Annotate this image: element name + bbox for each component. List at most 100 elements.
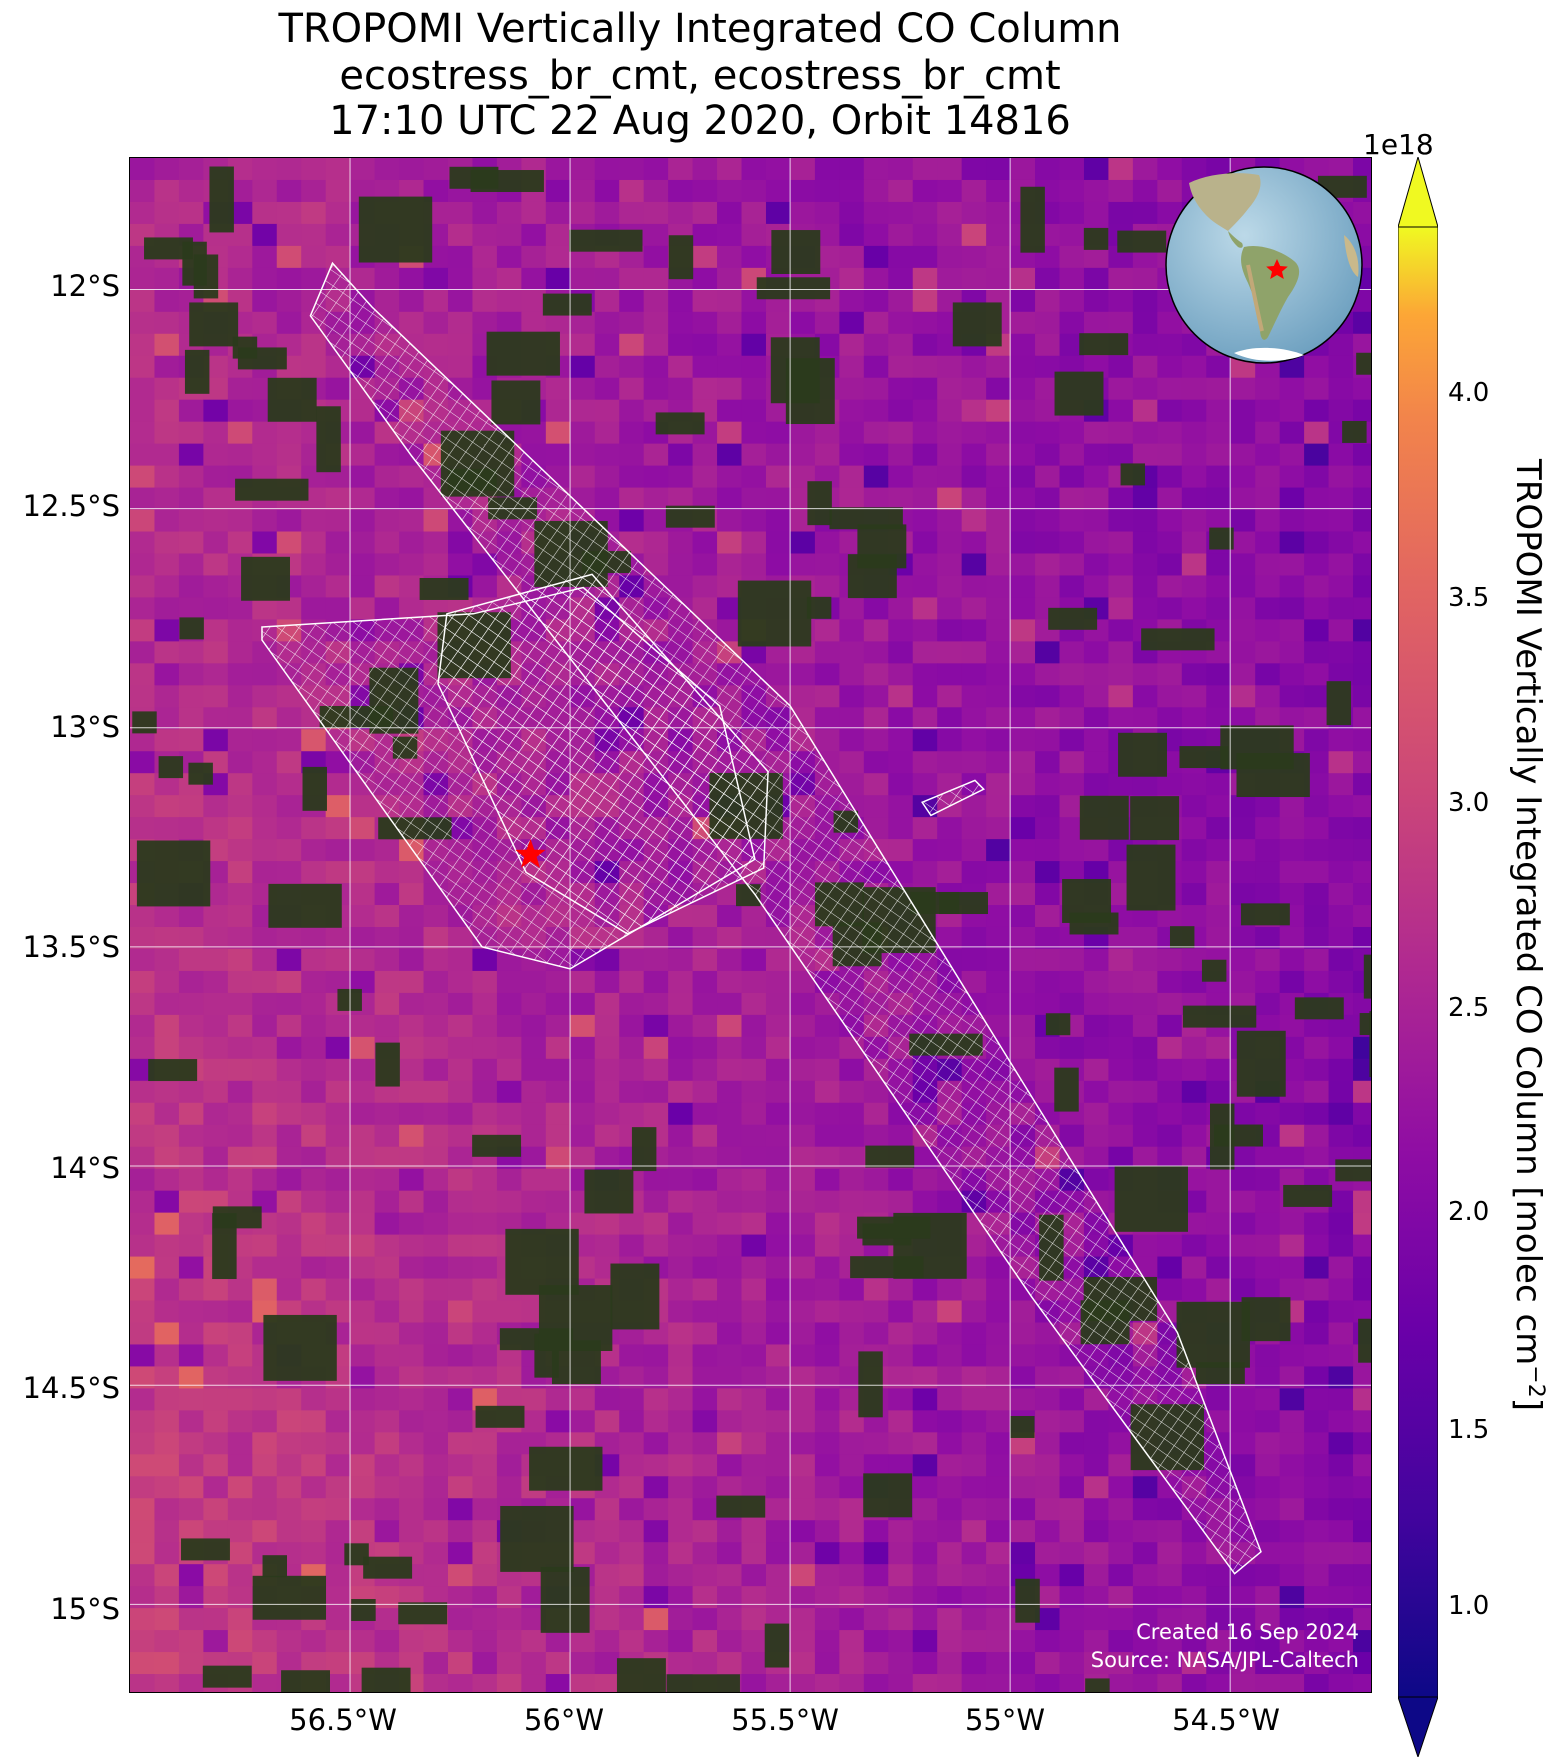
co-pixel [1010,597,1036,620]
co-pixel [1328,553,1354,577]
co-pixel [276,926,302,950]
land-patch [1294,997,1344,1020]
co-pixel [1181,663,1207,686]
co-pixel [1132,355,1158,379]
co-pixel [350,1234,376,1258]
co-pixel [1353,1674,1371,1692]
co-pixel [545,992,571,1016]
co-pixel [814,1520,840,1543]
co-pixel [961,1564,987,1587]
land-patch [263,1314,337,1381]
co-pixel [1035,1366,1061,1389]
co-pixel [227,1542,253,1565]
co-pixel [276,1014,302,1038]
co-pixel [692,158,718,181]
co-pixel [374,948,400,972]
co-pixel [130,773,156,796]
co-pixel [252,795,278,818]
co-pixel [1010,377,1036,401]
co-pixel [668,1300,694,1324]
co-pixel [937,1454,963,1477]
land-patch [1045,1013,1071,1036]
co-pixel [1059,267,1085,291]
co-pixel [350,1388,376,1411]
co-pixel [814,1674,840,1692]
co-pixel [130,1454,156,1477]
co-pixel [814,443,840,467]
co-pixel [447,1234,474,1258]
co-pixel [130,1080,156,1104]
co-pixel [447,1410,474,1433]
co-pixel [447,926,474,950]
co-pixel [1353,377,1371,401]
co-pixel [1304,1586,1330,1609]
co-pixel [1255,707,1281,730]
co-pixel [1059,751,1085,774]
co-pixel [325,245,351,269]
co-pixel [423,905,449,928]
co-pixel [1059,1564,1085,1587]
co-pixel [765,948,792,972]
co-pixel [227,201,253,225]
co-pixel [961,1454,987,1477]
co-pixel [1230,1608,1256,1631]
land-patch [1141,628,1215,651]
co-pixel [130,289,156,313]
co-pixel [717,1542,743,1565]
co-pixel [496,311,522,335]
co-pixel [227,1476,253,1499]
co-column-map[interactable] [130,158,1371,1692]
co-pixel [276,509,302,533]
co-pixel [252,267,278,291]
co-pixel [1304,399,1330,423]
co-pixel [521,223,547,247]
co-pixel [692,1102,718,1126]
co-pixel [1328,926,1354,950]
co-pixel [888,1608,914,1631]
co-pixel [790,1476,816,1499]
co-pixel [1230,1190,1256,1214]
co-pixel [912,1278,938,1302]
co-pixel [692,1586,718,1609]
co-pixel [961,487,987,511]
co-pixel [986,465,1012,489]
co-pixel [325,839,351,862]
co-pixel [1230,861,1256,884]
co-pixel [1132,531,1158,555]
co-pixel [961,1322,987,1346]
co-pixel [545,201,571,225]
co-pixel [1181,1542,1207,1565]
co-pixel [325,1256,351,1280]
co-pixel [1255,1256,1281,1280]
co-pixel [178,1036,204,1060]
co-pixel [178,1410,204,1433]
co-pixel [1035,509,1061,533]
co-pixel [765,641,792,664]
co-pixel [790,1432,816,1455]
co-pixel [839,1586,865,1609]
co-pixel [1181,883,1207,906]
co-pixel [301,1168,327,1192]
co-pixel [1132,421,1158,445]
co-pixel [912,289,938,313]
co-pixel [472,1674,498,1692]
co-pixel [1255,553,1281,577]
co-pixel [570,1674,596,1692]
site-marker-layer [515,838,546,868]
map-panel[interactable]: Created 16 Sep 2024 Source: NASA/JPL-Cal… [129,157,1372,1693]
co-pixel [423,333,449,357]
co-pixel [839,1234,865,1258]
co-pixel [1328,1036,1354,1060]
co-pixel [545,1080,571,1104]
co-pixel [863,1124,889,1148]
co-pixel [839,1146,865,1170]
co-pixel [1010,1300,1036,1324]
co-pixel [1255,926,1281,950]
co-pixel [130,992,156,1016]
y-tick-label: 13.5°S [22,930,120,964]
co-pixel [472,1586,498,1609]
co-pixel [203,531,229,555]
land-patch [1126,844,1176,911]
co-pixel [350,795,376,818]
co-pixel [178,685,204,708]
